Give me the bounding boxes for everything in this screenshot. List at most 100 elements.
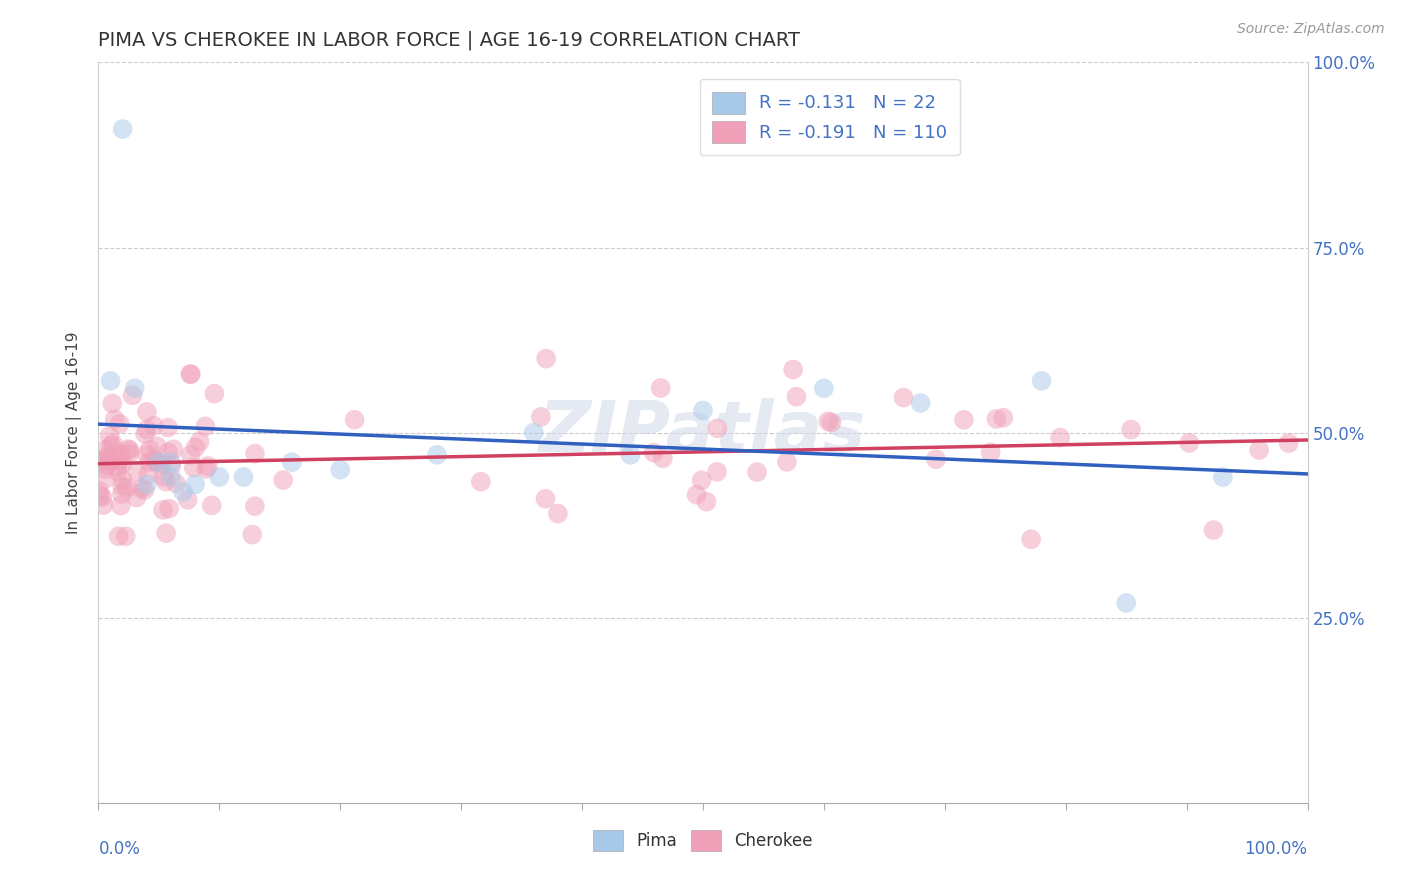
Point [157,501,180,516]
Point [650,381,672,395]
Point [96,450,118,464]
Point [180,448,202,462]
Point [87,454,110,468]
Point [127,465,149,479]
Point [118,442,141,457]
Point [101,436,124,450]
Point [188,434,211,449]
Point [910,396,932,410]
Point [94,442,117,457]
Point [125,491,148,505]
Point [155,526,177,541]
Point [986,412,1008,426]
Point [121,388,143,402]
Point [111,487,134,501]
Point [1249,443,1271,458]
Point [184,477,207,491]
Point [208,470,231,484]
Point [155,475,177,489]
Point [165,476,187,491]
Point [194,419,217,434]
Point [176,492,198,507]
Point [329,462,352,476]
Point [179,367,201,381]
Point [1278,436,1301,450]
Point [706,465,728,479]
Point [129,482,152,496]
Point [162,442,184,457]
Point [643,445,665,459]
Point [117,442,139,456]
Point [1202,523,1225,537]
Point [104,446,127,460]
Point [685,488,707,502]
Point [782,362,804,376]
Point [180,367,202,381]
Point [134,483,156,497]
Point [343,413,366,427]
Point [785,390,807,404]
Point [143,453,166,467]
Point [134,426,156,441]
Point [184,440,207,454]
Point [146,456,169,470]
Point [124,381,146,395]
Point [776,455,799,469]
Point [152,503,174,517]
Point [1049,431,1071,445]
Point [1115,596,1137,610]
Point [111,457,134,471]
Point [232,470,254,484]
Point [243,447,266,461]
Point [110,499,132,513]
Point [111,473,134,487]
Point [530,409,553,424]
Point [157,445,180,459]
Point [138,442,160,457]
Point [1119,423,1142,437]
Point [100,439,122,453]
Point [993,410,1015,425]
Point [547,507,569,521]
Point [156,420,179,434]
Point [281,455,304,469]
Point [136,467,159,482]
Point [1212,470,1234,484]
Point [980,445,1002,459]
Point [136,448,159,462]
Point [172,484,194,499]
Text: PIMA VS CHEROKEE IN LABOR FORCE | AGE 16-19 CORRELATION CHART: PIMA VS CHEROKEE IN LABOR FORCE | AGE 16… [98,30,800,50]
Point [523,425,546,440]
Point [534,491,557,506]
Point [111,479,134,493]
Text: 100.0%: 100.0% [1244,840,1308,858]
Point [108,446,131,460]
Text: 0.0%: 0.0% [98,840,141,858]
Point [138,455,160,469]
Text: Source: ZipAtlas.com: Source: ZipAtlas.com [1237,22,1385,37]
Point [114,529,136,543]
Point [135,477,157,491]
Point [146,439,169,453]
Point [690,473,713,487]
Point [619,448,641,462]
Point [101,396,124,410]
Point [160,455,183,469]
Text: ZIPatlas: ZIPatlas [540,398,866,467]
Point [240,527,263,541]
Point [160,470,183,484]
Point [197,458,219,473]
Point [142,418,165,433]
Point [820,416,842,430]
Point [93,453,115,467]
Point [813,381,835,395]
Point [94,462,117,476]
Point [135,405,157,419]
Point [107,460,129,475]
Point [745,465,768,479]
Point [160,458,183,473]
Point [706,421,728,435]
Point [104,412,127,426]
Point [100,454,122,468]
Point [426,448,449,462]
